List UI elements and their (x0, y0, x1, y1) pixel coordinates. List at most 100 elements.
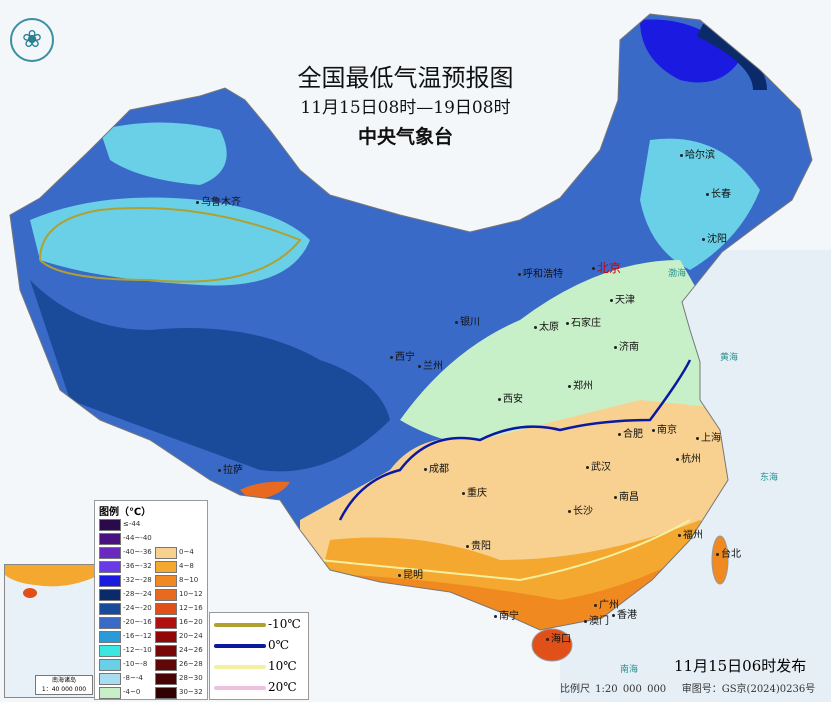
legend-swatch (99, 617, 121, 629)
legend-label: -10~-8 (123, 660, 148, 668)
map-scale: 比例尺 1:20 000 000 (560, 684, 667, 695)
city-label: 济南 (614, 338, 639, 353)
cma-logo-icon: ❀ (10, 18, 54, 62)
legend-swatch (155, 547, 177, 559)
legend-swatch (99, 561, 121, 573)
city-label: 福州 (678, 526, 703, 541)
map-approval-number: 审图号：GS京(2024)0236号 (681, 684, 816, 695)
isoline-legend-item: -10℃ (214, 615, 306, 635)
legend-swatch (155, 617, 177, 629)
legend-label: 10~12 (179, 590, 203, 598)
isoline-label: 20℃ (268, 680, 297, 694)
map-title: 全国最低气温预报图 (297, 64, 514, 92)
isoline-legend-item: 0℃ (214, 636, 306, 656)
map-footer: 比例尺 1:20 000 000 审图号：GS京(2024)0236号 (560, 680, 815, 695)
legend-label: -32~-28 (123, 576, 152, 584)
legend-label: -40~-36 (123, 548, 152, 556)
legend-swatch (155, 673, 177, 685)
legend-label: 24~26 (179, 646, 203, 654)
legend-swatch (155, 561, 177, 573)
legend-label: 4~8 (179, 562, 194, 570)
city-label: 南昌 (614, 488, 639, 503)
city-label: 石家庄 (566, 314, 601, 329)
legend-label: -44~-40 (123, 534, 152, 542)
legend-swatch (99, 631, 121, 643)
city-label: 广州 (594, 596, 619, 611)
legend-swatch (99, 589, 121, 601)
city-label: 哈尔滨 (680, 146, 715, 161)
legend-label: -12~-10 (123, 646, 152, 654)
city-label: 呼和浩特 (518, 265, 563, 280)
city-label: 海口 (546, 630, 571, 645)
city-label: 台北 (716, 545, 741, 560)
isoline-legend-item: 10℃ (214, 657, 306, 677)
legend-label: 16~20 (179, 618, 203, 626)
city-label: 西宁 (390, 348, 415, 363)
legend-label: ≤-44 (123, 520, 141, 528)
legend-label: -8~-4 (123, 674, 143, 682)
forecast-period: 11月15日08时—19日08时 (300, 98, 511, 118)
legend-swatch (99, 659, 121, 671)
legend-label: -24~-20 (123, 604, 152, 612)
sea-label: 渤海 (668, 269, 687, 279)
city-label: 上海 (696, 429, 721, 444)
city-label: 成都 (424, 460, 449, 475)
legend-swatch (155, 659, 177, 671)
legend-label: 0~4 (179, 548, 194, 556)
isoline-swatch (214, 665, 266, 669)
agency-name: 中央气象台 (357, 126, 453, 148)
legend-label: -16~-12 (123, 632, 152, 640)
city-label: 重庆 (462, 484, 487, 499)
city-label: 天津 (610, 291, 635, 306)
legend-swatch (155, 687, 177, 699)
isoline-swatch (214, 623, 266, 627)
legend-swatch (99, 533, 121, 545)
city-label: 长沙 (568, 502, 593, 517)
legend-label: -28~-24 (123, 590, 152, 598)
isoline-minus10c (39, 207, 302, 283)
legend-label: 26~28 (179, 660, 203, 668)
legend-label: 28~30 (179, 674, 203, 682)
city-label: 乌鲁木齐 (196, 193, 241, 208)
legend-swatch (99, 603, 121, 615)
south-china-sea-inset: 南海诸岛 1：40 000 000 (4, 564, 96, 698)
legend-swatch (155, 575, 177, 587)
city-label: 郑州 (568, 377, 593, 392)
city-label: 南宁 (494, 607, 519, 622)
isoline-swatch (214, 686, 266, 690)
legend-swatch (99, 645, 121, 657)
city-label: 昆明 (398, 566, 423, 581)
isoline-legend: -10℃ 0℃ 10℃ 20℃ (209, 612, 309, 700)
legend-title: 图例（℃） (99, 507, 152, 518)
legend-swatch (155, 645, 177, 657)
city-label: 太原 (534, 318, 559, 333)
city-label: 北京 (592, 259, 621, 276)
inset-caption: 南海诸岛 1：40 000 000 (35, 675, 93, 695)
legend-swatch (155, 631, 177, 643)
isoline-label: 0℃ (268, 638, 290, 652)
legend-label: 30~32 (179, 688, 203, 696)
legend-label: 12~16 (179, 604, 203, 612)
city-label: 西安 (498, 390, 523, 405)
city-label: 拉萨 (218, 461, 243, 476)
city-label: 合肥 (618, 425, 643, 440)
taiwan-island (711, 535, 729, 585)
isoline-label: -10℃ (268, 617, 301, 631)
legend-swatch (99, 673, 121, 685)
isoline-0c (338, 359, 692, 521)
legend-swatch (99, 687, 121, 699)
city-label: 银川 (455, 313, 480, 328)
city-label: 澳门 (584, 612, 609, 627)
legend-label: -20~-16 (123, 618, 152, 626)
legend-label: -36~-32 (123, 562, 152, 570)
sea-label: 东海 (760, 473, 779, 483)
isoline-10c (319, 519, 691, 582)
isoline-label: 10℃ (268, 659, 297, 673)
isoline-legend-item: 20℃ (214, 678, 306, 698)
issued-time: 11月15日06时发布 (674, 657, 807, 675)
city-label: 贵阳 (466, 537, 491, 552)
city-label: 沈阳 (702, 230, 727, 245)
isoline-swatch (214, 644, 266, 648)
city-label: 长春 (706, 185, 731, 200)
